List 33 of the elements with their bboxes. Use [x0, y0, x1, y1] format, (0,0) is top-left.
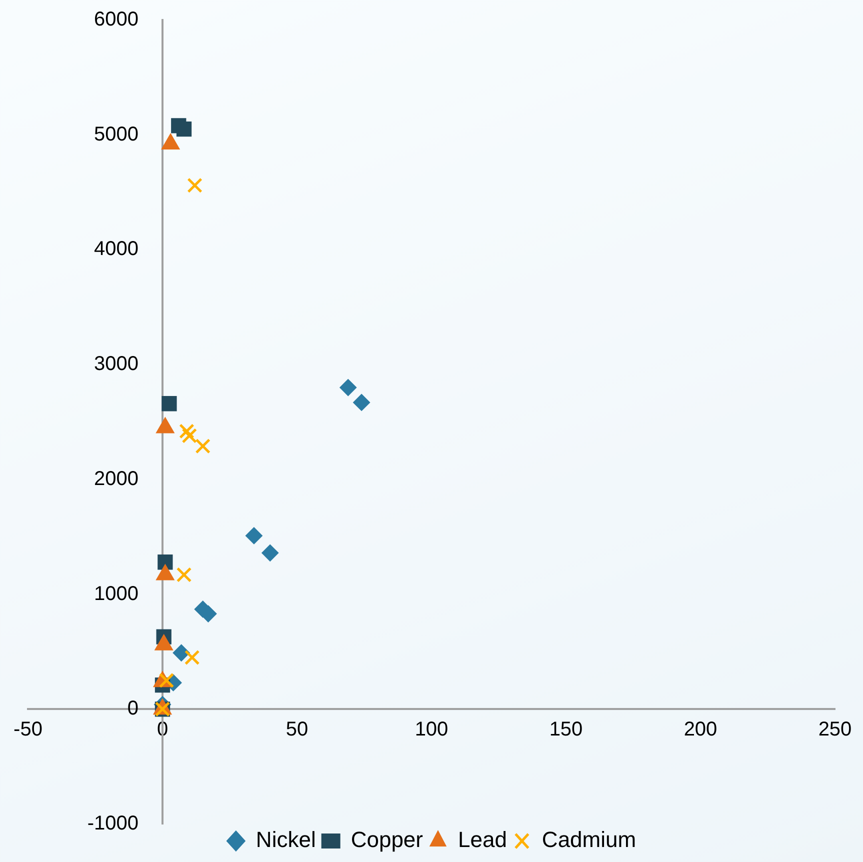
legend-label: Copper — [350, 827, 423, 852]
y-tick-label: 4000 — [94, 238, 138, 260]
y-tick-label: 3000 — [94, 353, 138, 376]
point — [245, 527, 262, 544]
point — [176, 122, 192, 137]
y-tick-label: 6000 — [94, 8, 138, 31]
point — [158, 554, 173, 570]
x-tick-label: 100 — [414, 718, 448, 741]
y-tick-label: 2000 — [94, 468, 138, 490]
y-tick-label: 5000 — [94, 123, 138, 146]
y-tick-label: -1000 — [87, 812, 138, 835]
x-tick-label: 50 — [286, 718, 308, 741]
point — [172, 644, 190, 662]
legend-label: Nickel — [256, 827, 316, 852]
point — [353, 394, 370, 411]
y-tick-label: 0 — [127, 698, 138, 720]
point — [182, 428, 198, 444]
point — [184, 650, 200, 666]
x-tick-label: 250 — [818, 718, 852, 741]
legend-label: Cadmium — [542, 827, 636, 852]
legend-label: Lead — [458, 827, 507, 852]
point — [176, 567, 192, 582]
point — [187, 178, 202, 194]
point — [179, 424, 194, 439]
point — [262, 544, 279, 562]
x-tick-label: -50 — [14, 718, 42, 741]
x-tick-label: 150 — [549, 718, 583, 741]
x-tick-label: 200 — [684, 718, 718, 741]
y-tick-label: 1000 — [94, 582, 138, 605]
point — [195, 438, 210, 454]
point — [158, 672, 174, 688]
point — [340, 379, 357, 396]
point — [162, 396, 177, 412]
